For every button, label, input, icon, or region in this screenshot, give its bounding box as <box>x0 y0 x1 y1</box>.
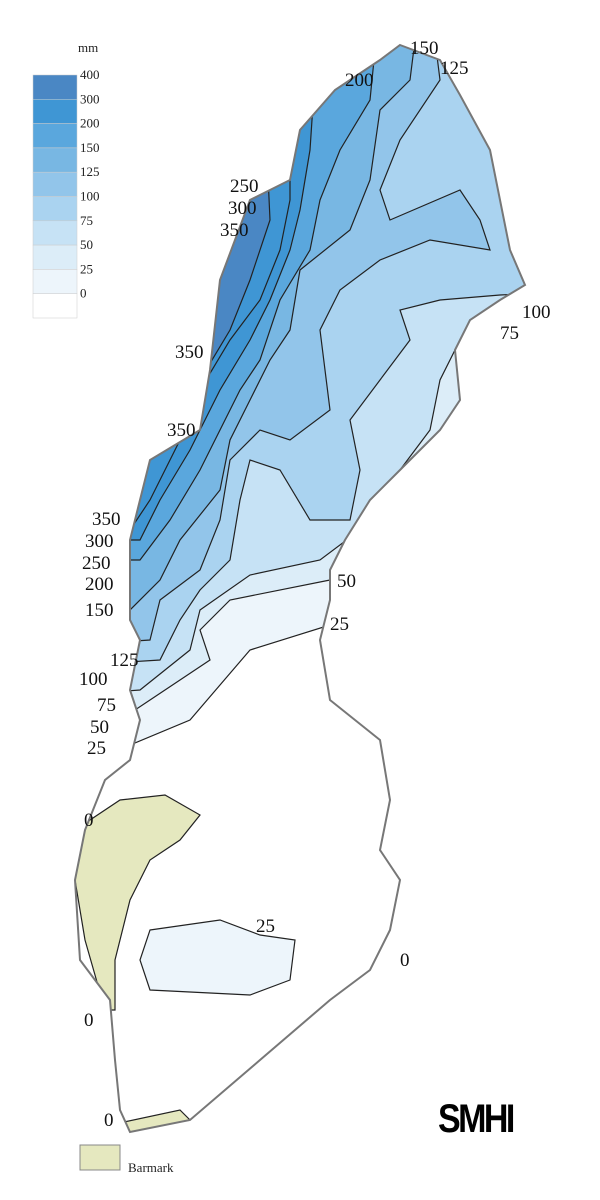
contour-label: 50 <box>90 717 109 738</box>
legend-unit: mm <box>78 40 98 55</box>
bare-ground-zone <box>109 1109 196 1132</box>
legend-swatch <box>32 171 78 197</box>
contour-label: 250 <box>82 553 111 574</box>
barmark-swatch <box>79 1144 121 1171</box>
legend-label: 300 <box>80 91 100 106</box>
logo: SMHI <box>438 1095 513 1140</box>
legend-swatch <box>32 74 78 100</box>
contour-label: 25 <box>87 738 106 759</box>
contour-label: 150 <box>410 38 439 59</box>
contour-label: 50 <box>337 571 356 592</box>
contour-label: 25 <box>256 916 275 937</box>
legend-label: 75 <box>80 213 93 228</box>
contour-label: 125 <box>110 650 139 671</box>
contour-label: 0 <box>84 810 94 831</box>
snow-zone <box>139 919 296 996</box>
contour-label: 0 <box>400 950 410 971</box>
contour-label: 125 <box>440 58 469 79</box>
legend: 400 300 200 150 125 100 75 50 25 0 <box>32 67 100 319</box>
contour-label: 75 <box>500 323 519 344</box>
contour-label: 300 <box>85 531 114 552</box>
contour-label: 100 <box>522 302 551 323</box>
legend-label: 150 <box>80 140 100 155</box>
legend-label: 400 <box>80 67 100 82</box>
legend-swatch <box>32 147 78 173</box>
legend-swatch <box>32 123 78 149</box>
contour-label: 0 <box>104 1110 114 1131</box>
contour-label: 200 <box>345 70 374 91</box>
legend-label: 25 <box>80 261 93 276</box>
legend-swatch <box>32 220 78 246</box>
contour-label: 0 <box>84 1010 94 1031</box>
legend-swatch <box>32 99 78 124</box>
contour-label: 250 <box>230 176 259 197</box>
contour-label: 150 <box>85 600 114 621</box>
bare-ground-zone <box>75 794 201 1011</box>
contour-label: 75 <box>97 695 116 716</box>
legend-label: 125 <box>80 164 100 179</box>
contour-label: 350 <box>167 420 196 441</box>
contour-label: 350 <box>220 220 249 241</box>
contour-label: 300 <box>228 198 257 219</box>
legend-label: 100 <box>80 189 100 204</box>
contour-label: 25 <box>330 614 349 635</box>
contour-label: 350 <box>92 509 121 530</box>
legend-swatch <box>32 293 78 319</box>
legend-swatch <box>32 269 78 294</box>
contour-labels: 150 125 200 250 300 350 350 350 350 300 … <box>79 38 551 1131</box>
legend-label: 50 <box>80 237 93 252</box>
legend-swatch <box>32 244 78 270</box>
barmark-label: Barmark <box>128 1160 174 1175</box>
bare-ground-zone <box>361 967 397 1009</box>
legend-label: 200 <box>80 116 100 131</box>
legend-swatch <box>32 196 78 222</box>
contour-label: 200 <box>85 574 114 595</box>
contour-label: 350 <box>175 342 204 363</box>
legend-label: 0 <box>80 286 87 301</box>
contour-label: 100 <box>79 669 108 690</box>
